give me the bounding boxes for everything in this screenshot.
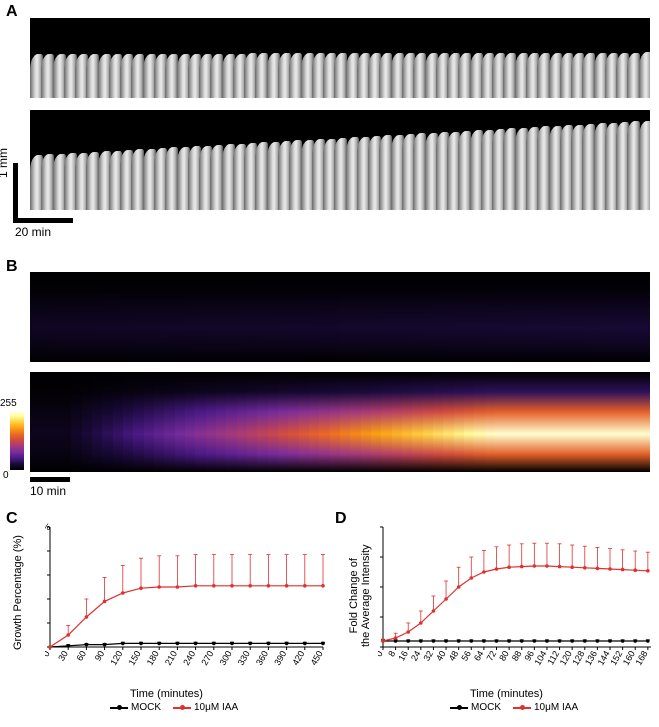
svg-text:210: 210 [163,649,179,667]
legend-d: MOCK 10μM IAA [450,702,578,713]
svg-text:270: 270 [199,649,215,667]
svg-text:40: 40 [434,649,448,663]
legend-item: 10μM IAA [513,702,578,713]
panel-a-bottom-kymograph [30,110,650,210]
colorbar-max: 255 [0,398,17,409]
legend-label: MOCK [131,702,161,713]
svg-text:160: 160 [621,649,637,667]
svg-text:120: 120 [558,649,574,667]
svg-text:90: 90 [93,649,107,663]
legend-item: MOCK [450,702,501,713]
panel-d-label: D [335,510,347,528]
svg-text:16: 16 [396,649,410,663]
panel-b-top-heatmap [30,272,650,362]
svg-text:390: 390 [272,649,288,667]
svg-text:420: 420 [290,649,306,667]
scale-bar-10min [30,477,70,482]
svg-text:360: 360 [254,649,270,667]
legend-item: MOCK [110,702,161,713]
svg-text:72: 72 [485,649,499,663]
panel-c-ylabel: Growth Percentage (%) [12,535,24,650]
svg-text:144: 144 [596,649,612,667]
svg-text:56: 56 [459,649,473,663]
scale-bar-20min [13,218,73,223]
svg-text:300: 300 [218,649,234,667]
svg-text:150: 150 [127,649,143,667]
panel-b-label: B [6,258,18,276]
panel-b-bottom-heatmap [30,372,650,472]
svg-text:152: 152 [608,649,624,667]
svg-text:0: 0 [378,649,385,658]
legend-item: 10μM IAA [173,702,238,713]
scale-label-10min: 10 min [30,484,66,498]
panel-a-label: A [6,3,18,21]
svg-text:48: 48 [447,649,461,663]
svg-text:240: 240 [181,649,197,667]
legend-label: 10μM IAA [534,702,578,713]
svg-text:120: 120 [108,649,124,667]
panel-c-chart: 0%2%4%6%8%10%030609012015018021024027030… [45,522,325,667]
svg-text:32: 32 [422,649,436,663]
fire-colorbar [10,410,24,470]
panel-c-label: C [6,510,18,528]
svg-text:88: 88 [510,649,524,663]
svg-text:30: 30 [56,649,70,663]
svg-text:80: 80 [497,649,511,663]
panel-a-top-kymograph [30,18,650,98]
svg-text:10%: 10% [45,522,50,532]
legend-c: MOCK 10μM IAA [110,702,238,713]
scale-label-1mm: 1 mm [0,148,10,178]
svg-text:0: 0 [45,649,52,658]
panel-d-ylabel: Fold Change of the Average Intensity [348,544,372,647]
scale-label-20min: 20 min [15,225,51,239]
scale-bar-1mm [13,163,18,218]
svg-text:64: 64 [472,649,486,663]
svg-text:330: 330 [236,649,252,667]
svg-text:128: 128 [570,649,586,667]
svg-text:24: 24 [409,649,423,663]
svg-text:104: 104 [533,649,549,667]
svg-text:168: 168 [633,649,649,667]
colorbar-min: 0 [3,470,9,481]
panel-d-chart: 0510152008162432404856647280889610411212… [378,522,653,667]
svg-text:180: 180 [145,649,161,667]
legend-label: 10μM IAA [194,702,238,713]
svg-text:450: 450 [309,649,325,667]
svg-text:136: 136 [583,649,599,667]
legend-label: MOCK [471,702,501,713]
panel-c-xlabel: Time (minutes) [130,688,203,700]
svg-text:60: 60 [74,649,88,663]
panel-d-xlabel: Time (minutes) [470,688,543,700]
